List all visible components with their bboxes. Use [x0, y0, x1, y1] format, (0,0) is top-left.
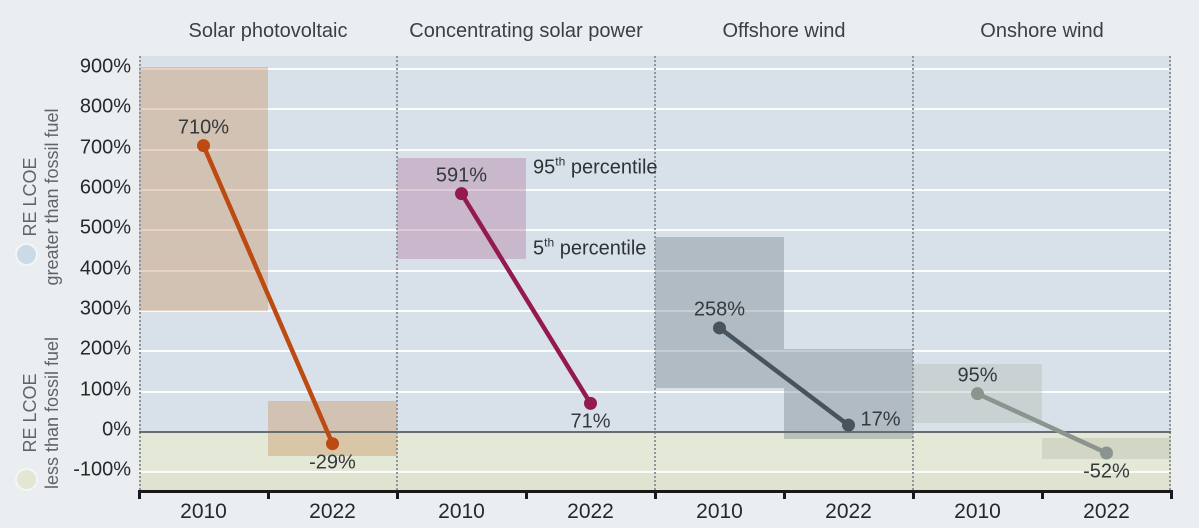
- annotation-5th-percentile: 5th percentile: [533, 235, 647, 260]
- y-tick-label-800: 800%: [79, 95, 131, 118]
- y-tick-label-600: 600%: [79, 176, 131, 199]
- data-point-dot-1-2010: [455, 187, 468, 201]
- legend-swatch-greater-icon: [15, 243, 38, 266]
- panel-title-0: Solar photovoltaic: [188, 20, 348, 42]
- data-point-dot-2-2022: [842, 418, 855, 432]
- x-axis-tick-2: [395, 490, 399, 499]
- x-tick-label-2-2022: 2022: [825, 500, 872, 523]
- panel-separator-2: [654, 56, 656, 490]
- value-label-71%: 71%: [570, 410, 611, 433]
- data-point-dot-2-2010: [713, 321, 726, 335]
- value-label-95%: 95%: [957, 364, 998, 387]
- y-tick-label-700: 700%: [79, 136, 131, 159]
- value-label-258%: 258%: [693, 298, 746, 321]
- x-axis-tick-0: [137, 490, 141, 499]
- y-tick-label-200: 200%: [79, 337, 131, 360]
- y-tick-label-900: 900%: [79, 55, 131, 78]
- data-point-dot-0-2010: [197, 139, 210, 153]
- band-concentrating-solar-power-2010: [397, 157, 526, 259]
- y-tick-label-100: 100%: [79, 378, 131, 401]
- x-tick-label-2-2010: 2010: [696, 500, 743, 523]
- x-tick-label-3-2022: 2022: [1083, 500, 1130, 523]
- value-label-591%: 591%: [435, 164, 488, 187]
- trend-line-1: [459, 192, 593, 405]
- legend-swatch-less-icon: [15, 468, 38, 491]
- value-label-17%: 17%: [860, 408, 901, 431]
- y-tick-label-300: 300%: [79, 297, 131, 320]
- value-label--29%: -29%: [309, 451, 356, 474]
- x-tick-label-3-2010: 2010: [954, 500, 1001, 523]
- panel-separator-1: [396, 56, 398, 490]
- x-axis-tick-3: [524, 490, 528, 499]
- value-label-710%: 710%: [177, 116, 230, 139]
- x-tick-label-0-2022: 2022: [309, 500, 356, 523]
- y-tick-label-0: 0%: [102, 418, 131, 441]
- y-tick-label-400: 400%: [79, 257, 131, 280]
- y-region-label-greater-line2: greater than fossil fuel: [42, 108, 62, 286]
- x-axis-tick-4: [653, 490, 657, 499]
- data-point-dot-0-2022: [326, 437, 339, 451]
- x-tick-label-0-2010: 2010: [180, 500, 227, 523]
- x-axis-tick-7: [1040, 490, 1044, 499]
- panel-title-2: Offshore wind: [722, 20, 846, 42]
- y-tick-label-500: 500%: [79, 216, 131, 239]
- trend-line-2: [718, 326, 850, 427]
- panel-separator-0: [139, 56, 141, 490]
- x-axis-tick-1: [266, 490, 270, 499]
- band-solar-photovoltaic-2010: [139, 66, 268, 311]
- y-tick-label--100: -100%: [73, 458, 131, 481]
- panel-title-3: Onshore wind: [980, 20, 1104, 42]
- x-axis-tick-6: [911, 490, 915, 499]
- annotation-95th-percentile: 95th percentile: [533, 154, 658, 179]
- zero-line: [139, 431, 1171, 433]
- x-tick-label-1-2010: 2010: [438, 500, 485, 523]
- y-region-label-less-line1: RE LCOE: [20, 373, 40, 453]
- trend-line-0: [201, 144, 335, 445]
- panel-separator-3: [912, 56, 914, 490]
- data-point-dot-3-2022: [1100, 446, 1113, 460]
- panel-title-1: Concentrating solar power: [409, 20, 643, 42]
- value-label--52%: -52%: [1083, 460, 1130, 483]
- plot-area: [139, 56, 1171, 490]
- data-point-dot-1-2022: [584, 396, 597, 410]
- y-region-label-less-line2: less than fossil fuel: [42, 336, 62, 490]
- x-tick-label-1-2022: 2022: [567, 500, 614, 523]
- x-axis-tick-5: [782, 490, 786, 499]
- x-axis-tick-8: [1169, 490, 1173, 499]
- trend-lines-layer: [197, 139, 1113, 460]
- data-point-dot-3-2010: [971, 387, 984, 401]
- panel-separator-right: [1169, 56, 1171, 490]
- trend-line-3: [976, 391, 1108, 456]
